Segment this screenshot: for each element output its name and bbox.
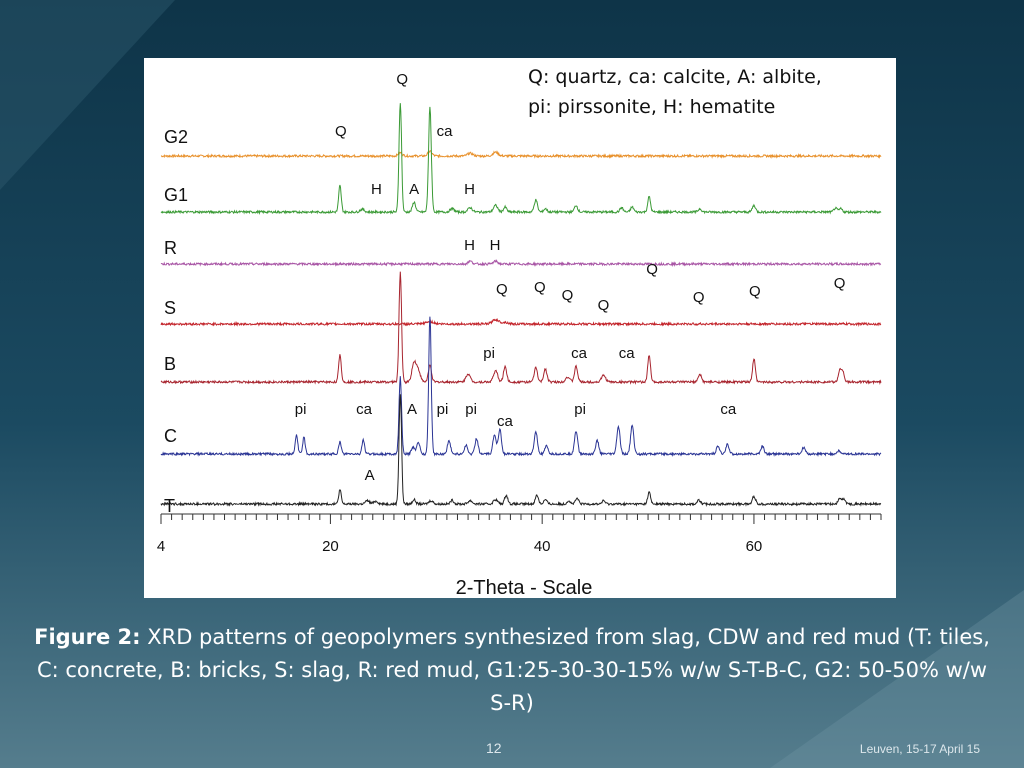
peak-annotation: ca <box>619 345 636 362</box>
series-label: B <box>164 354 176 374</box>
peak-annotation: Q <box>496 281 508 298</box>
series-line-s <box>160 317 882 327</box>
phase-legend: Q: quartz, ca: calcite, A: albite, pi: p… <box>528 62 888 122</box>
peak-annotation: H <box>464 237 475 254</box>
series-line-b <box>160 271 882 385</box>
series-line-g2 <box>160 150 882 159</box>
peak-annotation: Q <box>834 275 846 292</box>
peak-annotation: Q <box>598 297 610 314</box>
legend-line: pi: pirssonite, H: hematite <box>528 96 776 118</box>
series-label: C <box>164 426 177 446</box>
peak-annotation: ca <box>497 413 514 430</box>
peak-annotation: pi <box>465 401 477 418</box>
series-label: G2 <box>164 127 188 147</box>
x-tick-label: 40 <box>534 538 551 555</box>
peak-annotation: Q <box>534 279 546 296</box>
caption-text: XRD patterns of geopolymers synthesized … <box>36 625 990 715</box>
peak-annotation: H <box>490 237 501 254</box>
x-axis-label: 2-Theta - Scale <box>456 577 593 598</box>
figure-caption: Figure 2: XRD patterns of geopolymers sy… <box>30 621 994 720</box>
legend-line: Q: quartz, ca: calcite, A: albite, <box>528 66 822 88</box>
series-line-t <box>160 394 882 508</box>
peak-annotation: pi <box>295 401 307 418</box>
series-label: R <box>164 238 177 258</box>
series-label: G1 <box>164 185 188 205</box>
peak-annotation: H <box>371 181 382 198</box>
x-tick-label: 20 <box>322 538 339 555</box>
x-tick-label: 4 <box>157 538 165 555</box>
peak-annotation: pi <box>437 401 449 418</box>
footer-text: Leuven, 15-17 April 15 <box>859 742 980 756</box>
series-line-g1 <box>160 103 882 216</box>
caption-label: Figure 2: <box>34 625 141 649</box>
peak-annotation: Q <box>335 123 347 140</box>
series-label: T <box>164 496 175 516</box>
peak-annotation: Q <box>693 289 705 306</box>
peak-annotation: ca <box>571 345 588 362</box>
slide-number: 12 <box>486 740 502 756</box>
peak-annotation: ca <box>356 401 373 418</box>
series-line-c <box>160 316 882 458</box>
x-tick-label: 60 <box>746 538 763 555</box>
peak-annotation: Q <box>396 71 408 88</box>
peak-annotation: Q <box>562 287 574 304</box>
peak-annotation: A <box>407 401 417 418</box>
series-line-r <box>160 259 882 268</box>
series-label: S <box>164 298 176 318</box>
peak-annotation: A <box>365 467 375 484</box>
peak-annotation: Q <box>646 261 658 278</box>
peak-annotation: H <box>464 181 475 198</box>
peak-annotation: A <box>409 181 419 198</box>
peak-annotation: Q <box>749 283 761 300</box>
peak-annotation: pi <box>483 345 495 362</box>
peak-annotation: ca <box>720 401 737 418</box>
peak-annotation: ca <box>437 123 454 140</box>
peak-annotation: pi <box>574 401 586 418</box>
